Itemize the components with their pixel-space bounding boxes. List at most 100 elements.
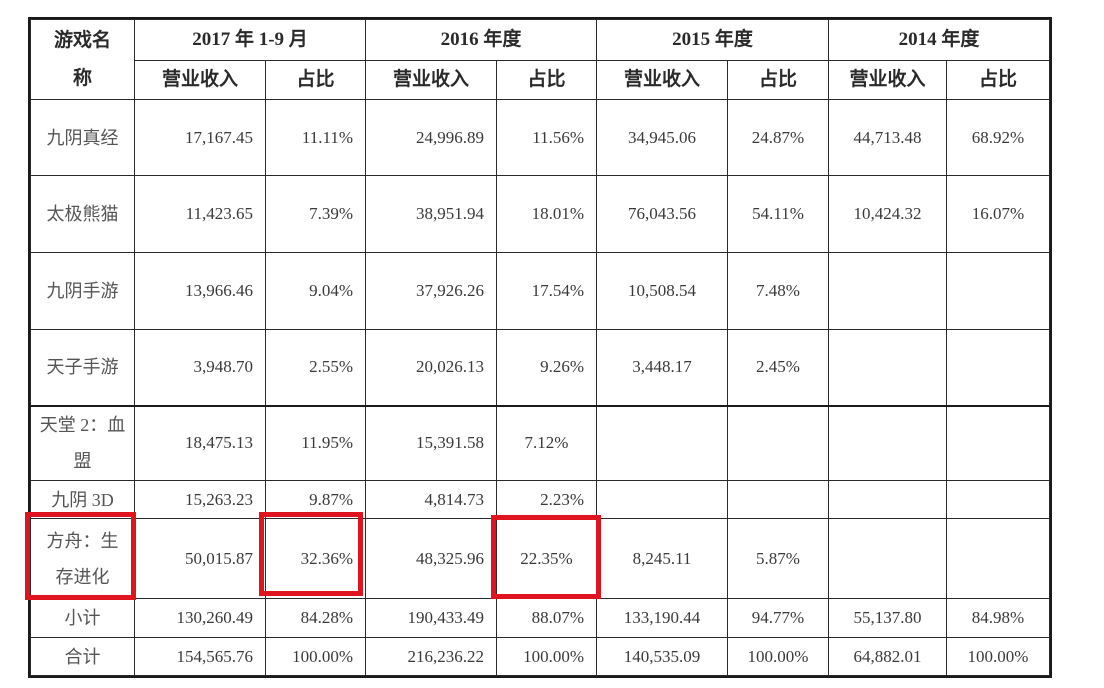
share-cell: 84.28% bbox=[265, 598, 366, 638]
game-name: 天堂 2：血盟 bbox=[30, 404, 135, 481]
revenue-cell: 17,167.45 bbox=[134, 99, 266, 176]
share-cell: 11.95% bbox=[265, 404, 366, 481]
header-period-2016: 2016 年度 bbox=[365, 19, 597, 61]
revenue-cell: 4,814.73 bbox=[365, 480, 497, 519]
game-name: 九阴真经 bbox=[30, 99, 135, 176]
header-revenue: 营业收入 bbox=[134, 60, 266, 100]
game-name: 太极熊猫 bbox=[30, 175, 135, 253]
game-name: 九阴手游 bbox=[30, 252, 135, 330]
share-cell: 2.23% bbox=[496, 480, 597, 519]
share-cell bbox=[946, 252, 1050, 330]
share-cell: 7.39% bbox=[265, 175, 366, 253]
share-cell: 94.77% bbox=[727, 598, 829, 638]
revenue-cell bbox=[828, 329, 947, 406]
revenue-cell: 190,433.49 bbox=[365, 598, 497, 638]
revenue-cell bbox=[596, 404, 728, 481]
revenue-cell: 3,448.17 bbox=[596, 329, 728, 406]
share-cell: 7.48% bbox=[727, 252, 829, 330]
share-cell: 5.87% bbox=[727, 518, 829, 599]
header-share: 占比 bbox=[946, 60, 1050, 100]
table-row: 天子手游 3,948.70 2.55% 20,026.13 9.26% 3,44… bbox=[30, 329, 1050, 406]
table-row: 太极熊猫 11,423.65 7.39% 38,951.94 18.01% 76… bbox=[30, 175, 1050, 253]
revenue-cell: 44,713.48 bbox=[828, 99, 947, 176]
share-cell: 9.26% bbox=[496, 329, 597, 406]
revenue-cell bbox=[828, 404, 947, 481]
share-cell bbox=[946, 329, 1050, 406]
share-cell bbox=[946, 480, 1050, 519]
revenue-cell: 3,948.70 bbox=[134, 329, 266, 406]
revenue-cell bbox=[828, 252, 947, 330]
revenue-cell: 10,508.54 bbox=[596, 252, 728, 330]
share-cell: 22.35% bbox=[496, 518, 597, 599]
revenue-cell: 140,535.09 bbox=[596, 637, 728, 676]
table-row: 九阴真经 17,167.45 11.11% 24,996.89 11.56% 3… bbox=[30, 99, 1050, 176]
revenue-cell: 15,263.23 bbox=[134, 480, 266, 519]
total-label: 合计 bbox=[30, 637, 135, 676]
revenue-cell: 24,996.89 bbox=[365, 99, 497, 176]
share-cell: 100.00% bbox=[265, 637, 366, 676]
header-share: 占比 bbox=[727, 60, 829, 100]
revenue-cell: 10,424.32 bbox=[828, 175, 947, 253]
header-revenue: 营业收入 bbox=[596, 60, 728, 100]
total-row: 合计 154,565.76 100.00% 216,236.22 100.00%… bbox=[30, 637, 1050, 676]
revenue-cell bbox=[828, 518, 947, 599]
revenue-cell: 34,945.06 bbox=[596, 99, 728, 176]
revenue-cell: 55,137.80 bbox=[828, 598, 947, 638]
revenue-cell bbox=[828, 480, 947, 519]
revenue-cell: 20,026.13 bbox=[365, 329, 497, 406]
share-cell: 9.04% bbox=[265, 252, 366, 330]
revenue-cell: 38,951.94 bbox=[365, 175, 497, 253]
header-period-2015: 2015 年度 bbox=[596, 19, 829, 61]
revenue-cell: 154,565.76 bbox=[134, 637, 266, 676]
header-share: 占比 bbox=[265, 60, 366, 100]
header-revenue: 营业收入 bbox=[365, 60, 497, 100]
share-cell: 68.92% bbox=[946, 99, 1050, 176]
header-revenue: 营业收入 bbox=[828, 60, 947, 100]
share-cell: 16.07% bbox=[946, 175, 1050, 253]
table-row: 方舟：生存进化 50,015.87 32.36% 48,325.96 22.35… bbox=[30, 518, 1050, 599]
game-name: 天子手游 bbox=[30, 329, 135, 406]
revenue-cell: 216,236.22 bbox=[365, 637, 497, 676]
revenue-cell: 133,190.44 bbox=[596, 598, 728, 638]
share-cell bbox=[946, 518, 1050, 599]
share-cell: 17.54% bbox=[496, 252, 597, 330]
revenue-cell: 18,475.13 bbox=[134, 404, 266, 481]
header-period-2014: 2014 年度 bbox=[828, 19, 1050, 61]
header-share: 占比 bbox=[496, 60, 597, 100]
table-row: 九阴 3D 15,263.23 9.87% 4,814.73 2.23% bbox=[30, 480, 1050, 519]
revenue-cell: 15,391.58 bbox=[365, 404, 497, 481]
share-cell: 9.87% bbox=[265, 480, 366, 519]
game-name: 方舟：生存进化 bbox=[30, 518, 135, 599]
share-cell: 11.11% bbox=[265, 99, 366, 176]
share-cell: 11.56% bbox=[496, 99, 597, 176]
share-cell: 100.00% bbox=[727, 637, 829, 676]
revenue-cell: 64,882.01 bbox=[828, 637, 947, 676]
share-cell: 7.12% bbox=[496, 404, 597, 481]
share-cell: 54.11% bbox=[727, 175, 829, 253]
subtotal-label: 小计 bbox=[30, 598, 135, 638]
share-cell: 2.55% bbox=[265, 329, 366, 406]
revenue-cell: 8,245.11 bbox=[596, 518, 728, 599]
revenue-cell: 130,260.49 bbox=[134, 598, 266, 638]
share-cell bbox=[946, 404, 1050, 481]
revenue-cell: 37,926.26 bbox=[365, 252, 497, 330]
revenue-table: 游戏名称 2017 年 1-9 月 2016 年度 2015 年度 2014 年… bbox=[28, 17, 1052, 678]
subtotal-row: 小计 130,260.49 84.28% 190,433.49 88.07% 1… bbox=[30, 598, 1050, 638]
share-cell: 24.87% bbox=[727, 99, 829, 176]
revenue-cell: 48,325.96 bbox=[365, 518, 497, 599]
table-row: 天堂 2：血盟 18,475.13 11.95% 15,391.58 7.12% bbox=[30, 404, 1050, 481]
revenue-cell: 11,423.65 bbox=[134, 175, 266, 253]
revenue-cell: 50,015.87 bbox=[134, 518, 266, 599]
table-row: 九阴手游 13,966.46 9.04% 37,926.26 17.54% 10… bbox=[30, 252, 1050, 330]
header-game-name: 游戏名称 bbox=[30, 19, 135, 100]
revenue-cell bbox=[596, 480, 728, 519]
header-period-2017: 2017 年 1-9 月 bbox=[134, 19, 366, 61]
share-cell: 84.98% bbox=[946, 598, 1050, 638]
share-cell bbox=[727, 404, 829, 481]
revenue-cell: 76,043.56 bbox=[596, 175, 728, 253]
revenue-cell: 13,966.46 bbox=[134, 252, 266, 330]
share-cell: 88.07% bbox=[496, 598, 597, 638]
share-cell: 2.45% bbox=[727, 329, 829, 406]
share-cell bbox=[727, 480, 829, 519]
game-name: 九阴 3D bbox=[30, 480, 135, 519]
